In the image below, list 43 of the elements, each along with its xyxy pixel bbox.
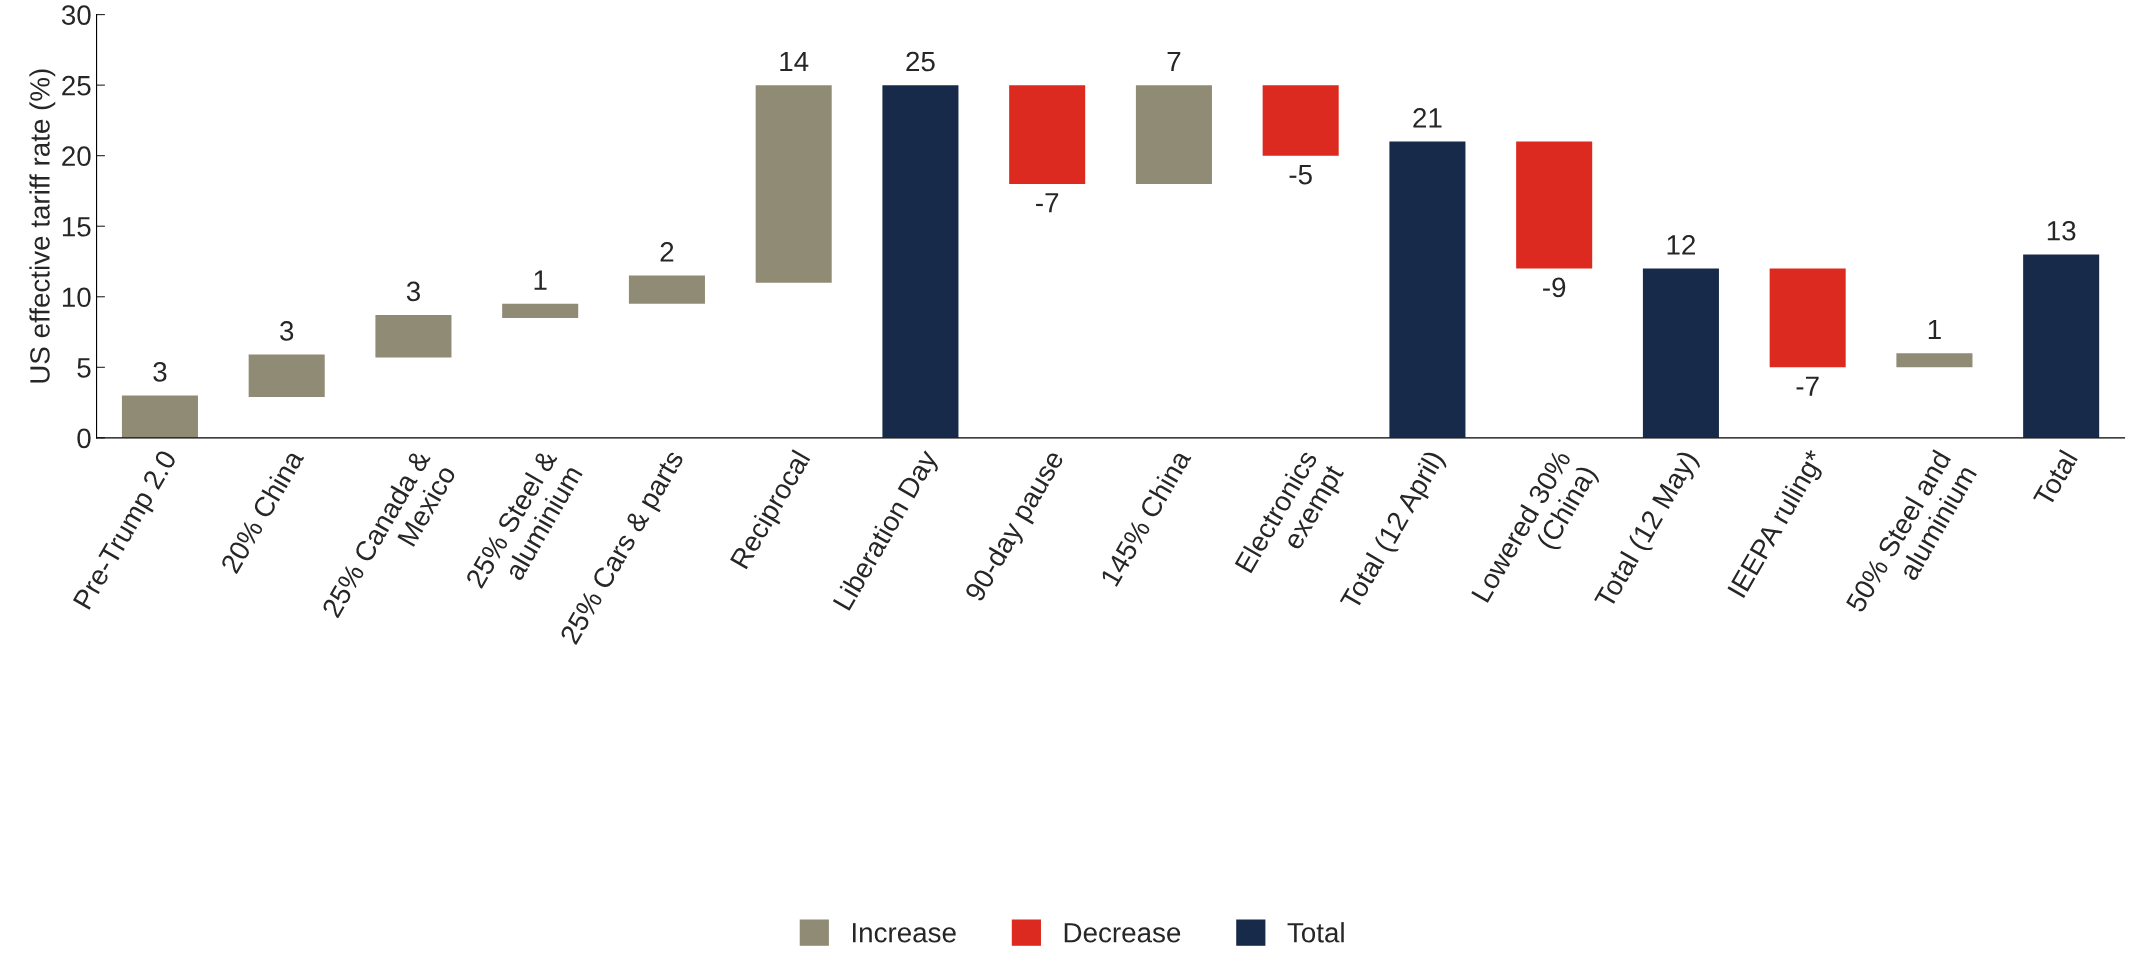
data-label: 1: [534, 270, 547, 290]
bar: [1135, 85, 1212, 184]
data-label: 12: [1667, 235, 1695, 255]
bar: [2023, 254, 2100, 438]
y-tick-label: 30: [61, 5, 91, 25]
legend-label: Total: [1287, 922, 1344, 943]
y-tick-label: 20: [62, 146, 91, 167]
data-label: 25: [906, 51, 935, 72]
bar: [1642, 268, 1719, 438]
bar: [248, 354, 325, 397]
legend-label: Decrease: [1064, 923, 1181, 943]
data-label: 7: [1167, 51, 1181, 72]
bar: [1262, 85, 1339, 156]
data-label: 13: [2047, 220, 2076, 241]
data-label: -5: [1289, 165, 1312, 185]
data-label: 3: [406, 281, 420, 302]
y-tick-label: 5: [77, 358, 91, 378]
data-label: -7: [1036, 193, 1059, 213]
y-axis-title: US effective tariff rate (%): [29, 69, 56, 383]
y-tick-label: 15: [62, 217, 91, 237]
bar: [502, 303, 579, 318]
bar: [1009, 85, 1086, 184]
data-label: 21: [1413, 108, 1442, 128]
y-tick-label: 25: [62, 75, 91, 96]
bar: [1769, 268, 1846, 368]
data-label: 2: [660, 242, 674, 262]
y-tick-label: 10: [62, 287, 91, 308]
bar: [121, 395, 198, 438]
legend-label: Increase: [852, 923, 956, 943]
data-label: 1: [1928, 319, 1941, 340]
bar: [1896, 353, 1973, 368]
bar: [375, 315, 452, 358]
data-label: 14: [780, 51, 809, 72]
bar: [628, 275, 705, 304]
y-tick-label: 0: [77, 428, 91, 449]
bar: [1516, 141, 1593, 269]
bar: [882, 85, 959, 438]
bar: [1389, 141, 1466, 438]
data-label: 3: [280, 321, 294, 341]
data-label: -9: [1543, 277, 1566, 298]
bar: [755, 85, 832, 283]
data-label: 3: [153, 362, 167, 382]
data-label: -7: [1796, 376, 1819, 396]
